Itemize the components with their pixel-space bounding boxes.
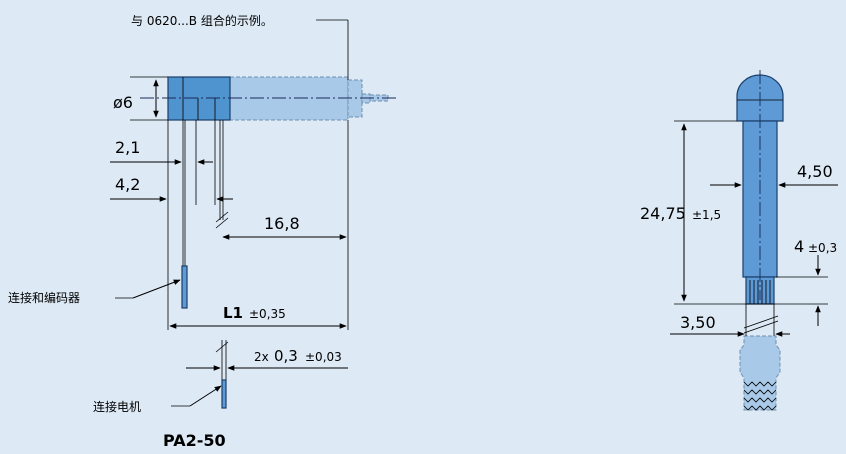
dim-l1-tol: ±0,35: [249, 307, 286, 321]
dim-4-50: 4,50: [710, 162, 838, 188]
dim-3-50: 3,50: [670, 304, 790, 337]
motor-body: [167, 76, 231, 121]
motor-connector-pin: [221, 379, 227, 409]
dim-2-1: 2,1: [110, 138, 213, 165]
note-text: 与 0620...B 组合的示例。: [131, 13, 273, 28]
dim-4: 4 ±0,3: [776, 237, 837, 326]
probe-comb-lines: [749, 280, 771, 304]
dim-24-75: 24,75 ±1,5: [640, 120, 828, 305]
dim-4-main: 4: [794, 237, 804, 256]
dim-diameter-label: ø6: [113, 93, 133, 112]
dim-24-75-tol: ±1,5: [692, 208, 721, 222]
dim-pin-thickness: 2x 0,3 ±0,03: [186, 340, 348, 408]
motor-label-group: 连接电机: [93, 385, 222, 414]
dim-l1-main: L1: [223, 304, 243, 322]
encoder-label-group: 连接和编码器: [8, 279, 181, 305]
dim-24-75-main: 24,75: [640, 204, 686, 223]
dim-pin-main: 0,3: [274, 347, 298, 365]
dim-4-tol: ±0,3: [808, 241, 837, 255]
dim-pin-tol: ±0,03: [305, 350, 342, 364]
note-leader: 与 0620...B 组合的示例。: [131, 13, 349, 80]
dim-2-1-label: 2,1: [115, 138, 140, 157]
dim-4-2: 4,2: [110, 175, 233, 202]
dim-l1: L1 ±0,35: [169, 304, 347, 329]
product-title: PA2-50: [163, 431, 226, 450]
dim-4-2-label: 4,2: [115, 175, 140, 194]
dim-pin-prefix: 2x: [254, 350, 269, 364]
dim-16-8: 16,8: [222, 214, 347, 240]
dim-3-50-label: 3,50: [680, 313, 716, 332]
dim-diameter: ø6: [113, 76, 168, 121]
encoder-label: 连接和编码器: [8, 290, 80, 305]
right-view: 24,75 ±1,5 4,50 4 ±0,3 3,50: [640, 70, 838, 411]
dim-16-8-label: 16,8: [264, 214, 300, 233]
probe-knurl: [743, 381, 777, 411]
encoder-connector-pin: [181, 265, 188, 309]
encoder-body-outline: [229, 76, 389, 121]
motor-label: 连接电机: [93, 399, 141, 414]
left-view: ø6 2,1 4,2 16,8 L1 ±0,35: [8, 13, 398, 450]
probe-lower: [739, 335, 781, 411]
break-symbol: [743, 315, 779, 334]
dim-4-50-label: 4,50: [797, 162, 833, 181]
